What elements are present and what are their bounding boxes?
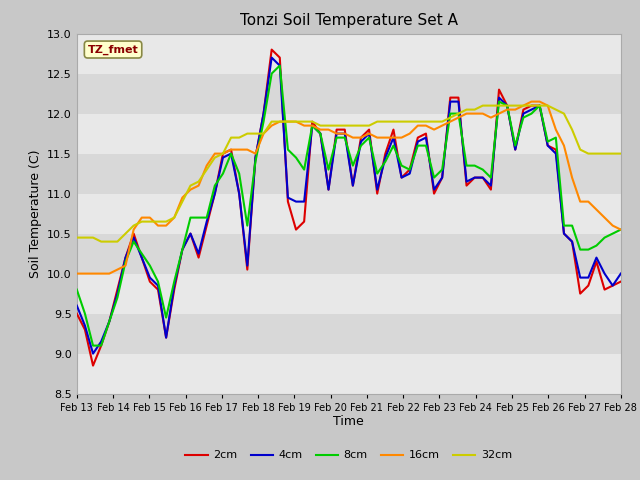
Line: 32cm: 32cm	[77, 106, 621, 241]
Y-axis label: Soil Temperature (C): Soil Temperature (C)	[29, 149, 42, 278]
4cm	[89, 351, 97, 357]
2cm	[584, 283, 592, 288]
2cm	[520, 107, 527, 112]
16cm	[617, 227, 625, 232]
2cm	[89, 363, 97, 369]
16cm	[195, 183, 202, 189]
Title: Tonzi Soil Temperature Set A: Tonzi Soil Temperature Set A	[240, 13, 458, 28]
4cm	[479, 175, 486, 180]
Bar	[77, 274, 621, 313]
4cm	[568, 239, 576, 244]
Bar	[77, 313, 621, 354]
32cm	[471, 107, 479, 112]
2cm	[479, 175, 486, 180]
16cm	[568, 175, 576, 180]
Bar	[77, 34, 621, 73]
8cm	[520, 115, 527, 120]
32cm	[97, 239, 105, 244]
16cm	[73, 271, 81, 276]
2cm	[73, 311, 81, 316]
16cm	[390, 135, 397, 141]
32cm	[584, 151, 592, 156]
32cm	[568, 127, 576, 132]
4cm	[617, 271, 625, 276]
16cm	[300, 123, 308, 129]
Bar	[77, 73, 621, 114]
32cm	[577, 147, 584, 153]
Text: TZ_fmet: TZ_fmet	[88, 44, 138, 55]
4cm	[454, 99, 462, 105]
4cm	[73, 303, 81, 309]
32cm	[520, 103, 527, 108]
16cm	[203, 163, 211, 168]
8cm	[568, 223, 576, 228]
2cm	[617, 279, 625, 285]
Line: 4cm: 4cm	[77, 58, 621, 354]
8cm	[276, 63, 284, 69]
16cm	[381, 135, 389, 141]
Line: 2cm: 2cm	[77, 49, 621, 366]
8cm	[479, 167, 486, 172]
8cm	[73, 287, 81, 292]
32cm	[73, 235, 81, 240]
8cm	[89, 343, 97, 348]
8cm	[584, 247, 592, 252]
X-axis label: Time: Time	[333, 415, 364, 429]
Bar	[77, 114, 621, 154]
32cm	[617, 151, 625, 156]
Line: 16cm: 16cm	[77, 102, 621, 274]
4cm	[577, 275, 584, 280]
8cm	[617, 227, 625, 232]
2cm	[454, 95, 462, 100]
Bar	[77, 154, 621, 193]
8cm	[454, 111, 462, 117]
8cm	[577, 247, 584, 252]
Bar	[77, 234, 621, 274]
Bar	[77, 354, 621, 394]
4cm	[584, 275, 592, 280]
16cm	[527, 99, 535, 105]
2cm	[568, 239, 576, 244]
32cm	[447, 115, 454, 120]
4cm	[268, 55, 275, 60]
2cm	[268, 47, 275, 52]
Legend: 2cm, 4cm, 8cm, 16cm, 32cm: 2cm, 4cm, 8cm, 16cm, 32cm	[181, 446, 516, 465]
4cm	[520, 111, 527, 117]
Bar	[77, 193, 621, 234]
Line: 8cm: 8cm	[77, 66, 621, 346]
32cm	[479, 103, 486, 108]
2cm	[577, 291, 584, 297]
